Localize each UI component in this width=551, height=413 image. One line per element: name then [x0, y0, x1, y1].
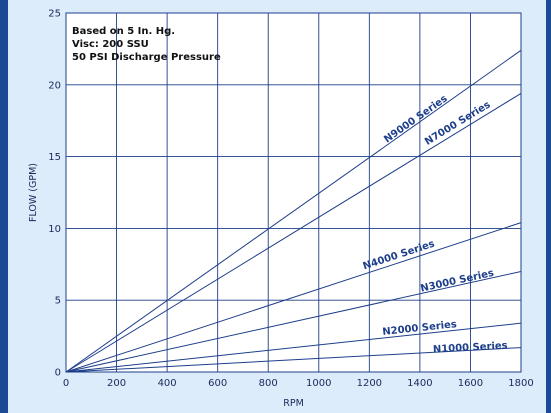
series-line-n3000: [65, 270, 522, 373]
x-tick-label: 200: [107, 378, 126, 389]
series-line-n7000: [65, 92, 522, 373]
plot-border: [65, 12, 522, 373]
x-tick-label: 1800: [508, 378, 533, 389]
y-tick-label: 15: [48, 152, 61, 163]
plot-area: [66, 13, 521, 372]
series-label-n1000: N1000 Series: [433, 340, 508, 355]
series-line-n4000: [65, 222, 522, 373]
series-line-n1000: [65, 347, 522, 373]
y-tick-label: 10: [48, 224, 61, 235]
annotation-line: 50 PSI Discharge Pressure: [72, 52, 221, 63]
y-axis-title: FLOW (GPM): [28, 163, 39, 222]
series-line-n2000: [65, 322, 522, 373]
x-tick-label: 800: [259, 378, 278, 389]
series-line-n9000: [65, 49, 522, 373]
annotation-line: Visc: 200 SSU: [72, 39, 149, 50]
x-tick-label: 400: [158, 378, 177, 389]
y-tick-label: 25: [48, 9, 61, 20]
x-tick-label: 1600: [458, 378, 483, 389]
annotation-line: Based on 5 In. Hg.: [72, 26, 175, 37]
x-tick-label: 600: [208, 378, 227, 389]
x-tick-label: 1200: [357, 378, 382, 389]
chart-frame: N9000 Series N7000 Series N4000 Series N300…: [8, 0, 546, 413]
y-tick-label: 0: [55, 368, 61, 379]
y-tick-label: 5: [55, 296, 61, 307]
x-tick-label: 0: [63, 378, 69, 389]
x-axis-title: RPM: [283, 398, 304, 409]
x-tick-label: 1400: [407, 378, 432, 389]
y-tick-label: 20: [48, 80, 61, 91]
x-tick-label: 1000: [306, 378, 331, 389]
